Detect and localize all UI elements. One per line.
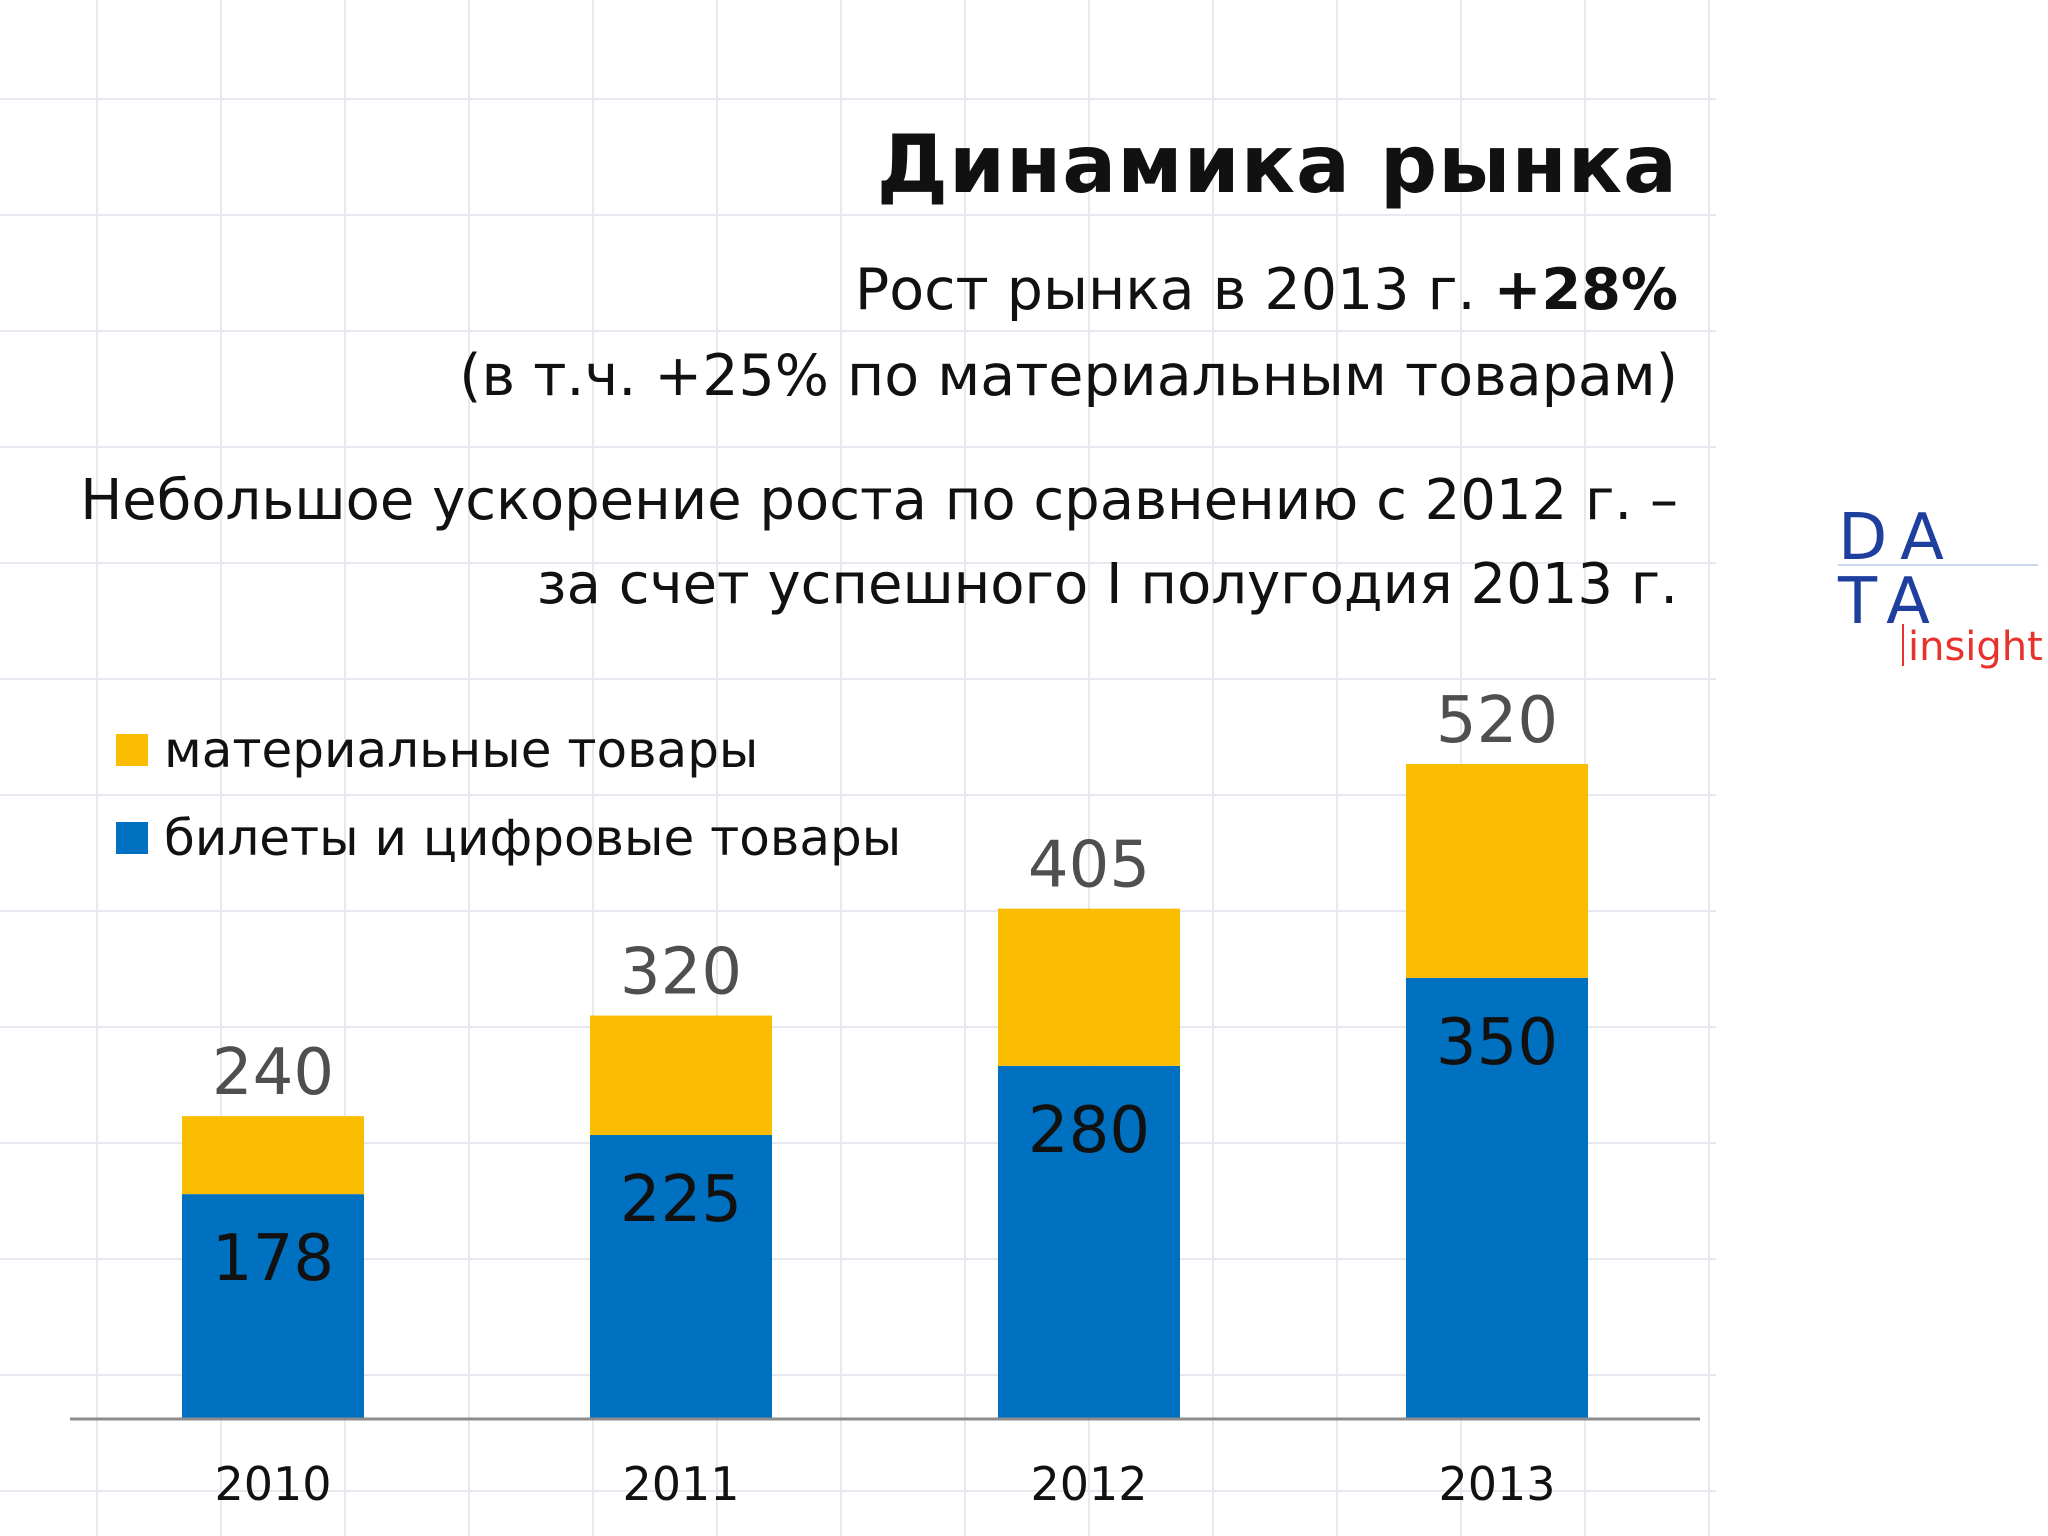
x-tick-label-2012: 2012	[1030, 1457, 1147, 1511]
data-insight-logo: DA TA insight	[1838, 501, 2043, 670]
logo-accent-bar	[1902, 624, 1904, 666]
legend-swatch-tickets-digital	[116, 822, 148, 854]
bar-tickets-digital-2013	[1406, 977, 1588, 1418]
bar-material-goods-2013	[1406, 764, 1588, 978]
total-label-2013: 520	[1436, 684, 1558, 758]
bar-material-goods-2012	[998, 908, 1180, 1066]
logo-text-top: DA	[1838, 501, 1958, 575]
legend-label-tickets-digital: билеты и цифровые товары	[164, 809, 902, 867]
bar-tickets-digital-2011	[590, 1135, 772, 1418]
growth-statement: Рост рынка в 2013 г. +28%	[855, 257, 1678, 323]
acceleration-note-line1: Небольшое ускорение роста по сравнению с…	[80, 468, 1678, 533]
legend-swatch-material-goods	[116, 734, 148, 766]
legend-item-tickets-digital: билеты и цифровые товары	[116, 808, 901, 868]
labels-layer: 178 240 2010 225 320 2011 280 405 2012 350 520 2013	[212, 684, 1558, 1511]
bar-material-goods-2011	[590, 1015, 772, 1136]
logo-divider	[1838, 564, 2038, 566]
total-label-2012: 405	[1028, 829, 1150, 903]
acceleration-note-line2: за счет успешного I полугодия 2013 г.	[536, 552, 1678, 617]
growth-statement-prefix: Рост рынка в 2013 г.	[854, 257, 1494, 323]
bar-material-goods-2010	[182, 1116, 364, 1195]
segment-label-tickets-digital-2013: 350	[1436, 1006, 1558, 1080]
bar-tickets-digital-2010	[182, 1194, 364, 1418]
growth-percentage: +28%	[1493, 257, 1678, 323]
segment-label-tickets-digital-2010: 178	[212, 1222, 334, 1296]
x-tick-label-2011: 2011	[622, 1457, 739, 1511]
legend-label-material-goods: материальные товары	[164, 721, 759, 779]
logo-text-bottom: TA	[1838, 565, 1944, 639]
segment-label-tickets-digital-2011: 225	[620, 1163, 742, 1237]
total-label-2010: 240	[212, 1036, 334, 1110]
total-label-2011: 320	[620, 936, 742, 1010]
legend-item-material-goods: материальные товары	[116, 720, 758, 780]
slide-title: Динамика рынка	[876, 118, 1678, 211]
x-tick-label-2013: 2013	[1438, 1457, 1555, 1511]
bars-layer	[182, 764, 1588, 1418]
bar-tickets-digital-2012	[998, 1065, 1180, 1418]
segment-label-tickets-digital-2012: 280	[1028, 1094, 1150, 1168]
growth-breakdown: (в т.ч. +25% по материальным товарам)	[459, 343, 1678, 409]
x-tick-label-2010: 2010	[214, 1457, 331, 1511]
logo-insight-text: insight	[1908, 624, 2043, 670]
